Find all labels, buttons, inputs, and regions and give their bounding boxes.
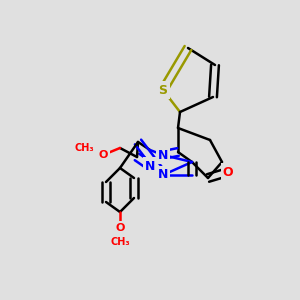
Text: O: O <box>223 166 233 178</box>
Text: N: N <box>158 148 168 161</box>
Text: O: O <box>115 223 125 233</box>
Text: S: S <box>158 83 167 97</box>
Text: N: N <box>158 169 168 182</box>
Text: N: N <box>145 160 155 172</box>
Text: CH₃: CH₃ <box>74 143 94 153</box>
Text: CH₃: CH₃ <box>110 237 130 247</box>
Text: O: O <box>98 150 108 160</box>
